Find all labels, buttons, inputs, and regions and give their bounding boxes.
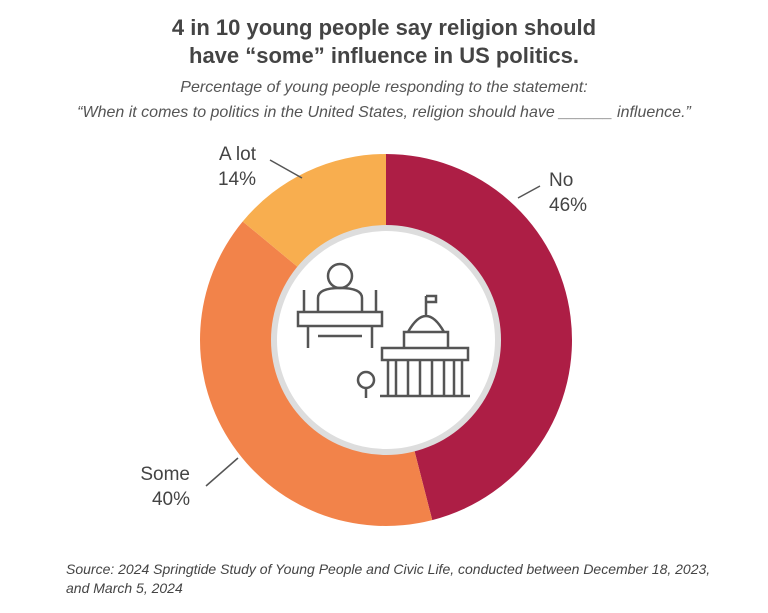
leader-line	[269, 159, 303, 179]
category-label: No	[549, 170, 573, 191]
subtitle-line: “When it comes to politics in the United…	[77, 104, 691, 121]
source: Source: 2024 Springtide Study of Young P…	[66, 561, 711, 596]
slice	[199, 221, 433, 527]
title-line: have “some” influence in US politics.	[189, 43, 579, 68]
slice	[386, 154, 573, 521]
slices	[199, 154, 573, 527]
value-label: 14%	[218, 169, 256, 190]
leader-line	[205, 457, 239, 487]
subtitle-line: Percentage of young people responding to…	[180, 79, 588, 96]
value-label: 40%	[152, 489, 190, 510]
title-line: 4 in 10 young people say religion should	[171, 15, 597, 40]
value-label: 46%	[549, 195, 587, 216]
slice	[242, 154, 386, 269]
category-label: A lot	[219, 144, 257, 165]
icon	[296, 262, 470, 398]
subtitle: Percentage of young people responding to…	[0, 75, 768, 125]
category-label: Some	[140, 464, 190, 485]
labels: No 46% Some 40% A lot 14%	[140, 144, 587, 510]
chart-title: 4 in 10 young people say religion should…	[0, 14, 768, 70]
leader-line	[517, 185, 541, 199]
